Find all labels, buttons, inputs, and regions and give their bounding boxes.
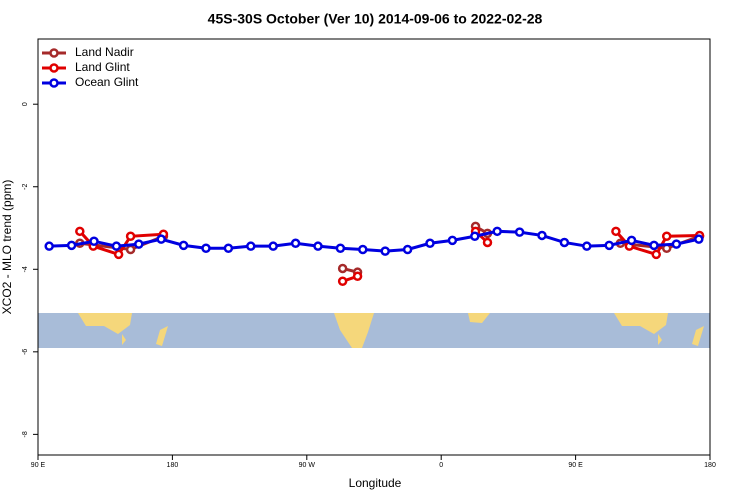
data-point: [402, 244, 413, 255]
chart-title: 45S-30S October (Ver 10) 2014-09-06 to 2…: [208, 11, 543, 27]
x-tick-label: 180: [167, 462, 179, 469]
data-point: [156, 234, 166, 244]
data-point: [125, 244, 136, 255]
data-point: [482, 237, 493, 248]
data-point: [290, 238, 301, 249]
x-tick-label: 0: [439, 462, 443, 469]
x-tick-label: 90 E: [568, 462, 583, 469]
data-point: [337, 276, 348, 287]
data-point: [611, 226, 621, 237]
data-point: [352, 271, 363, 282]
y-axis-label: XCO2 - MLO trend (ppm): [0, 180, 14, 315]
map-strip: [38, 313, 710, 348]
x-tick-label: 90 E: [31, 462, 46, 469]
data-point: [649, 240, 659, 251]
data-point: [178, 240, 189, 251]
y-tick-label: -2: [22, 184, 29, 190]
data-point: [134, 239, 144, 249]
data-point: [246, 241, 256, 251]
legend-label: Land Nadir: [75, 45, 134, 59]
legend-marker: [49, 48, 59, 58]
data-point: [671, 239, 682, 249]
x-tick-label: 90 W: [299, 462, 316, 469]
data-point: [537, 230, 547, 241]
legend-label: Ocean Glint: [75, 75, 139, 89]
data-point: [651, 249, 661, 260]
legend-marker: [49, 78, 59, 88]
data-point: [358, 244, 368, 255]
data-point: [335, 243, 346, 253]
data-point: [447, 235, 458, 246]
y-tick-label: -4: [22, 266, 29, 272]
data-point: [223, 243, 234, 253]
x-axis-label: Longitude: [349, 476, 402, 490]
legend-marker: [49, 63, 59, 73]
data-point: [111, 241, 122, 251]
data-point: [66, 240, 77, 251]
data-point: [514, 227, 525, 237]
data-point: [44, 241, 54, 251]
data-point: [582, 241, 592, 251]
data-point: [113, 249, 124, 260]
data-point: [626, 235, 637, 246]
data-point: [559, 237, 570, 248]
data-point: [268, 241, 278, 251]
y-tick-label: -8: [22, 431, 29, 437]
data-point: [75, 226, 85, 237]
data-point: [694, 234, 704, 244]
data-point: [492, 226, 502, 237]
y-tick-label: -6: [22, 349, 29, 355]
data-point: [604, 240, 614, 251]
data-point: [89, 236, 99, 246]
data-point: [125, 231, 136, 242]
data-point: [470, 231, 480, 242]
x-tick-label: 180: [704, 462, 716, 469]
data-point: [313, 241, 323, 251]
data-point: [425, 238, 435, 249]
data-point: [380, 246, 390, 256]
y-tick-label: 0: [22, 102, 29, 106]
data-point: [661, 231, 672, 242]
data-point: [337, 263, 348, 274]
legend-label: Land Glint: [75, 60, 130, 74]
plot-frame: [37, 38, 711, 456]
data-point: [201, 243, 211, 253]
